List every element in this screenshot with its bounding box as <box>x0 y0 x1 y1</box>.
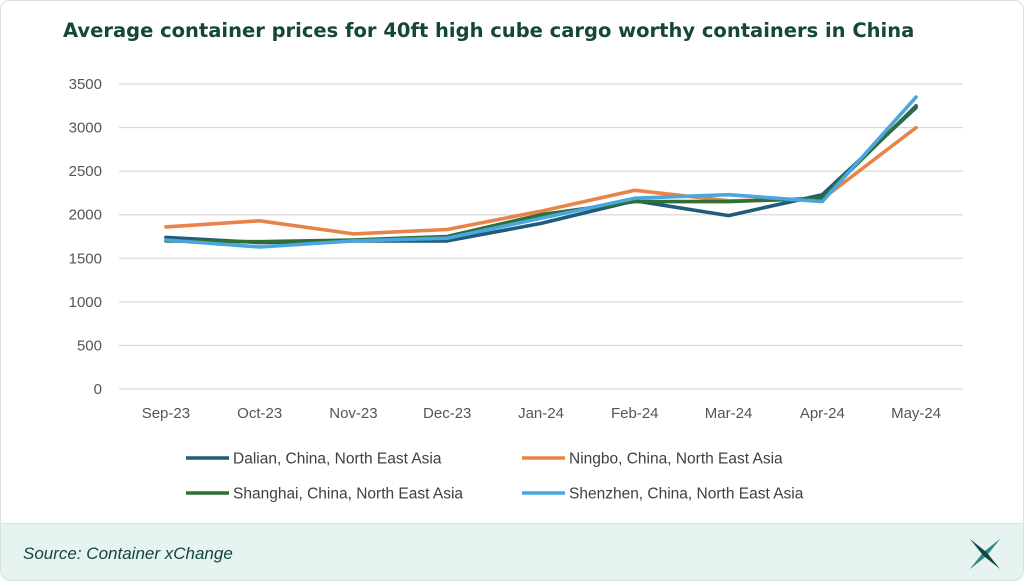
y-tick-label: 1000 <box>69 294 102 311</box>
y-tick-label: 3000 <box>69 120 102 137</box>
series-line-2 <box>164 104 918 244</box>
x-tick-label: Sep-23 <box>142 405 190 422</box>
y-tick-label: 2500 <box>69 163 102 180</box>
series-lines <box>164 95 918 249</box>
x-tick-label: Dec-23 <box>423 405 471 422</box>
x-tick-label: Oct-23 <box>237 405 282 422</box>
y-tick-label: 2000 <box>69 207 102 224</box>
gridlines <box>119 83 963 390</box>
legend-label: Dalian, China, North East Asia <box>233 451 442 468</box>
x-tick-label: Jan-24 <box>518 405 564 422</box>
source-caption: Source: Container xChange <box>23 544 233 563</box>
y-tick-label: 500 <box>77 337 102 354</box>
footer-bar: Source: Container xChange <box>1 523 1023 580</box>
x-tick-label: Mar-24 <box>705 405 753 422</box>
legend-label: Ningbo, China, North East Asia <box>569 451 783 468</box>
legend: Dalian, China, North East Asia Ningbo, Ch… <box>186 451 804 503</box>
legend-label: Shenzhen, China, North East Asia <box>569 486 804 503</box>
x-tick-label: Feb-24 <box>611 405 659 422</box>
xchange-logo-icon <box>970 539 1000 569</box>
line-chart: 0 500 1000 1500 2000 2500 3000 3500 Sep-23 Oct-2… <box>69 76 963 503</box>
y-tick-label: 1500 <box>69 250 102 267</box>
x-axis-tick-labels: Sep-23 Oct-23 Nov-23 Dec-23 Jan-24 Feb-24 Mar-… <box>142 405 941 422</box>
y-axis-tick-labels: 0 500 1000 1500 2000 2500 3000 3500 <box>69 76 102 398</box>
chart-title: Average container prices for 40ft high c… <box>63 19 915 42</box>
legend-label: Shanghai, China, North East Asia <box>233 486 463 503</box>
x-tick-label: Nov-23 <box>329 405 377 422</box>
y-tick-label: 0 <box>94 381 102 398</box>
x-tick-label: Apr-24 <box>800 405 845 422</box>
y-tick-label: 3500 <box>69 76 102 93</box>
x-tick-label: May-24 <box>891 405 941 422</box>
